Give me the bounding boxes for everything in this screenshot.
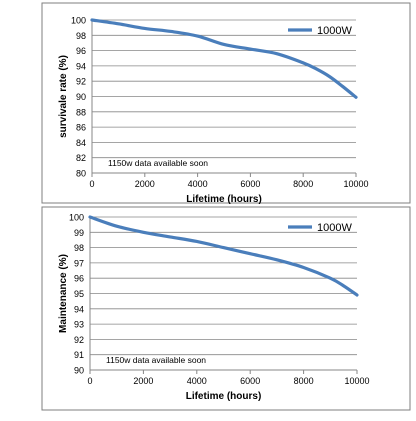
x-tick-label: 6000 bbox=[240, 179, 260, 189]
x-tick-label: 10000 bbox=[343, 179, 368, 189]
y-tick-label: 94 bbox=[74, 304, 84, 314]
x-tick-label: 0 bbox=[89, 179, 94, 189]
y-tick-label: 100 bbox=[71, 16, 86, 26]
y-tick-label: 80 bbox=[76, 169, 86, 179]
y-tick-label: 100 bbox=[69, 213, 84, 223]
x-tick-label: 8000 bbox=[293, 179, 313, 189]
series-line bbox=[90, 18, 358, 99]
x-tick-label: 0 bbox=[87, 376, 92, 386]
x-tick-label: 6000 bbox=[240, 376, 260, 386]
x-axis-title: Lifetime (hours) bbox=[186, 194, 262, 205]
x-tick-label: 2000 bbox=[135, 179, 155, 189]
y-tick-label: 97 bbox=[74, 258, 84, 268]
x-tick-label: 10000 bbox=[344, 376, 369, 386]
series-line bbox=[88, 215, 359, 297]
annotation-text: 1150w data available soon bbox=[108, 158, 208, 168]
y-axis-title: survivale rate (%) bbox=[58, 55, 69, 138]
y-tick-label: 82 bbox=[76, 153, 86, 163]
y-tick-label: 90 bbox=[76, 92, 86, 102]
y-tick-label: 88 bbox=[76, 107, 86, 117]
chart-border bbox=[41, 2, 411, 204]
legend-label: 1000W bbox=[317, 25, 352, 37]
x-tick-label: 2000 bbox=[133, 376, 153, 386]
y-tick-label: 99 bbox=[74, 228, 84, 238]
y-tick-label: 96 bbox=[76, 46, 86, 56]
y-tick-label: 93 bbox=[74, 320, 84, 330]
x-tick-label: 8000 bbox=[294, 376, 314, 386]
x-axis-title: Lifetime (hours) bbox=[186, 391, 262, 402]
annotation-text: 1150w data available soon bbox=[106, 355, 206, 365]
y-tick-label: 84 bbox=[76, 138, 86, 148]
y-tick-label: 92 bbox=[74, 335, 84, 345]
legend-label: 1000W bbox=[317, 222, 352, 234]
y-tick-label: 98 bbox=[74, 243, 84, 253]
y-tick-label: 96 bbox=[74, 274, 84, 284]
y-tick-label: 98 bbox=[76, 31, 86, 41]
x-tick-label: 4000 bbox=[188, 179, 208, 189]
chart-panel-1: 80 82 84 86 88 90 92 94 96 98 100 0 2000 4000 6000 8000… bbox=[41, 2, 411, 205]
y-tick-label: 95 bbox=[74, 289, 84, 299]
y-tick-label: 90 bbox=[74, 366, 84, 376]
y-tick-label: 94 bbox=[76, 61, 86, 71]
x-tick-label: 4000 bbox=[187, 376, 207, 386]
y-tick-label: 92 bbox=[76, 77, 86, 87]
y-tick-label: 86 bbox=[76, 123, 86, 133]
y-axis-title: Maintenance (%) bbox=[58, 254, 69, 333]
y-tick-label: 91 bbox=[74, 350, 84, 360]
chart-panel-2: 90 91 92 93 94 95 96 97 98 99 100 0 2000 4000 6000 8000… bbox=[41, 206, 411, 411]
